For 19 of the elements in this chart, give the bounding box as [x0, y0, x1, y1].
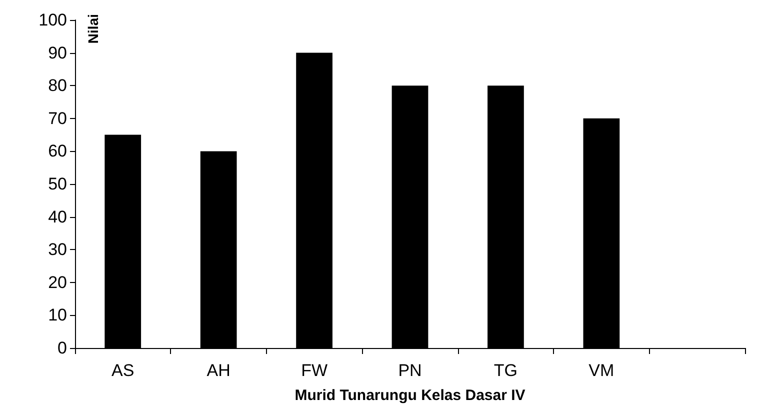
y-tick-label: 100: [38, 10, 67, 30]
y-tick-label: 40: [48, 207, 67, 226]
y-tick-label: 80: [48, 76, 67, 96]
y-axis-title: Nilai: [85, 14, 101, 44]
y-tick-label: 20: [48, 272, 67, 292]
x-tick-label: PN: [398, 361, 422, 380]
y-tick-label: 10: [48, 306, 67, 325]
y-tick-label: 50: [48, 174, 67, 194]
y-tick-label: 90: [48, 43, 67, 62]
y-tick-label: 70: [48, 108, 67, 128]
x-tick-label: VM: [588, 361, 614, 380]
y-tick-label: 0: [58, 338, 67, 358]
y-tick-label: 30: [48, 240, 67, 260]
y-tick-label: 60: [48, 142, 67, 161]
x-tick-label: TG: [494, 361, 518, 380]
x-tick-label: FW: [301, 361, 328, 380]
x-tick-label: AH: [206, 361, 230, 380]
x-tick-label: AS: [112, 361, 134, 380]
x-axis-title: Murid Tunarungu Kelas Dasar IV: [294, 387, 526, 404]
